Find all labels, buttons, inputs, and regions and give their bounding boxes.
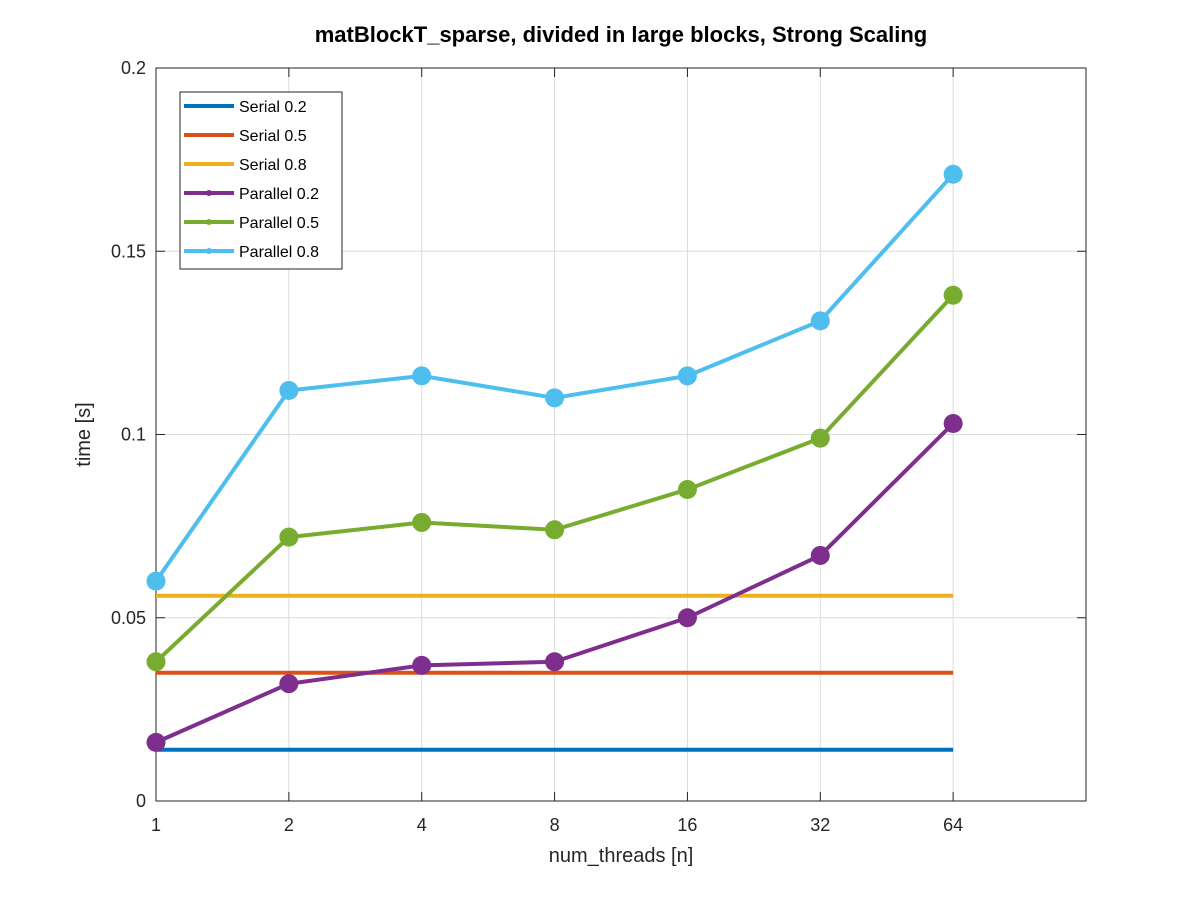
data-point-parallel-0-8 — [545, 388, 565, 408]
data-point-parallel-0-5 — [412, 512, 432, 532]
series-parallel-0-5 — [146, 285, 963, 672]
legend-item-serial-0-8: Serial 0.8 — [184, 157, 307, 174]
data-point-parallel-0-2 — [810, 545, 830, 565]
legend-item-serial-0-2: Serial 0.2 — [184, 99, 307, 116]
legend-label: Parallel 0.2 — [239, 186, 319, 203]
legend-item-parallel-0-2: Parallel 0.2 — [184, 186, 319, 203]
series-parallel-0-2 — [146, 414, 963, 752]
data-point-parallel-0-2 — [677, 608, 697, 628]
data-point-parallel-0-5 — [943, 285, 963, 305]
legend-marker — [206, 248, 212, 254]
legend-marker — [206, 219, 212, 225]
data-point-parallel-0-8 — [943, 164, 963, 184]
x-tick-label: 4 — [417, 815, 427, 835]
x-tick-label: 1 — [151, 815, 161, 835]
data-point-parallel-0-2 — [279, 674, 299, 694]
x-tick-label: 32 — [810, 815, 830, 835]
legend-label: Serial 0.8 — [239, 157, 307, 174]
x-tick-label: 64 — [943, 815, 963, 835]
data-point-parallel-0-5 — [677, 479, 697, 499]
data-point-parallel-0-2 — [943, 414, 963, 434]
y-tick-label: 0.15 — [111, 241, 146, 261]
y-tick-label: 0 — [136, 791, 146, 811]
data-point-parallel-0-2 — [412, 655, 432, 675]
data-point-parallel-0-5 — [279, 527, 299, 547]
data-point-parallel-0-2 — [545, 652, 565, 672]
series-layer — [146, 164, 963, 752]
x-tick-label: 8 — [550, 815, 560, 835]
data-point-parallel-0-8 — [810, 311, 830, 331]
legend-item-parallel-0-8: Parallel 0.8 — [184, 244, 319, 261]
y-tick-label: 0.05 — [111, 608, 146, 628]
legend-item-serial-0-5: Serial 0.5 — [184, 128, 307, 145]
data-point-parallel-0-2 — [146, 732, 166, 752]
data-point-parallel-0-8 — [677, 366, 697, 386]
data-point-parallel-0-5 — [146, 652, 166, 672]
chart-title: matBlockT_sparse, divided in large block… — [315, 22, 928, 47]
y-tick-label: 0.2 — [121, 58, 146, 78]
legend-marker — [206, 190, 212, 196]
data-point-parallel-0-8 — [412, 366, 432, 386]
y-axis-label: time [s] — [73, 402, 95, 466]
legend: Serial 0.2 Serial 0.5 Serial 0.8 Parallel 0… — [179, 91, 343, 270]
legend-item-parallel-0-5: Parallel 0.5 — [184, 215, 319, 232]
data-point-parallel-0-8 — [146, 571, 166, 591]
y-tick-label: 0.1 — [121, 425, 146, 445]
series-parallel-0-8 — [146, 164, 963, 591]
legend-label: Parallel 0.5 — [239, 215, 319, 232]
ticks: 1 2 4 8 16 32 64 0 0.05 0.1 0.15 0.2 — [111, 58, 1086, 835]
legend-label: Serial 0.2 — [239, 99, 307, 116]
legend-label: Serial 0.5 — [239, 128, 307, 145]
data-point-parallel-0-5 — [545, 520, 565, 540]
data-point-parallel-0-5 — [810, 428, 830, 448]
x-axis-label: num_threads [n] — [549, 845, 694, 867]
data-point-parallel-0-8 — [279, 381, 299, 401]
legend-label: Parallel 0.8 — [239, 244, 319, 261]
x-tick-label: 2 — [284, 815, 294, 835]
x-tick-label: 16 — [677, 815, 697, 835]
legend-box — [179, 91, 343, 270]
